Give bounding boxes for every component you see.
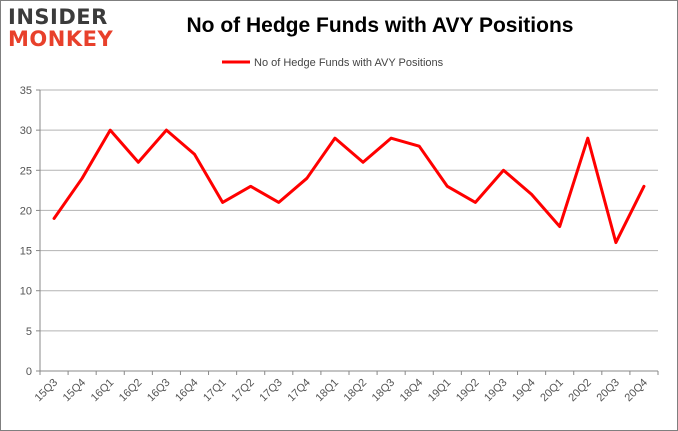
x-tick-label-20Q2: 20Q2	[566, 377, 594, 405]
data-point-16Q3	[165, 128, 168, 132]
y-tick-label-10: 10	[20, 286, 32, 298]
x-tick-label-20Q1: 20Q1	[538, 377, 566, 405]
legend-label: No of Hedge Funds with AVY Positions	[254, 57, 444, 69]
data-point-17Q4	[305, 177, 309, 180]
logo-line-1: INSIDER	[8, 5, 108, 29]
y-tick-label-20: 20	[20, 205, 32, 217]
data-point-18Q4	[418, 145, 421, 148]
data-point-20Q2	[586, 136, 589, 140]
data-point-17Q1	[221, 201, 224, 204]
x-tick-label-20Q3: 20Q3	[594, 377, 622, 405]
x-tick-label-20Q4: 20Q4	[623, 377, 651, 405]
series-line-0	[52, 128, 646, 245]
legend: No of Hedge Funds with AVY Positions	[222, 57, 444, 69]
data-point-19Q2	[474, 201, 477, 204]
grid-lines	[40, 89, 658, 332]
data-point-18Q3	[389, 136, 393, 140]
chart-title: No of Hedge Funds with AVY Positions	[186, 14, 574, 37]
x-tick-label-19Q1: 19Q1	[426, 377, 454, 405]
data-point-20Q3	[614, 241, 618, 244]
data-point-18Q1	[333, 136, 337, 140]
axes	[36, 89, 659, 375]
data-point-19Q1	[446, 185, 449, 188]
x-tick-label-16Q3: 16Q3	[145, 377, 173, 405]
x-tick-label-18Q4: 18Q4	[398, 377, 426, 405]
x-tick-label-19Q3: 19Q3	[482, 377, 510, 405]
x-tick-label-19Q4: 19Q4	[510, 377, 538, 405]
data-point-15Q4	[80, 177, 84, 180]
y-tick-label-5: 5	[26, 326, 32, 338]
data-point-15Q3	[52, 217, 56, 220]
data-point-16Q2	[137, 161, 140, 164]
data-point-16Q1	[109, 128, 112, 132]
x-tick-label-17Q3: 17Q3	[257, 377, 285, 405]
x-tick-label-18Q1: 18Q1	[314, 377, 342, 405]
x-tick-label-15Q3: 15Q3	[33, 377, 61, 405]
y-tick-label-15: 15	[20, 246, 32, 258]
y-tick-label-0: 0	[26, 366, 32, 378]
x-tick-label-17Q4: 17Q4	[285, 377, 313, 405]
data-point-17Q3	[277, 201, 280, 204]
data-point-16Q4	[193, 153, 196, 156]
series-layer	[52, 128, 646, 245]
y-tick-labels: 0 5 10 15 20 25 30 35	[20, 85, 32, 378]
insider-monkey-logo: INSIDER MONKEY	[8, 6, 128, 56]
x-tick-label-16Q1: 16Q1	[89, 377, 117, 405]
y-tick-label-25: 25	[20, 165, 32, 177]
x-tick-label-18Q2: 18Q2	[342, 377, 370, 405]
x-tick-label-19Q2: 19Q2	[454, 377, 482, 405]
y-tick-label-35: 35	[20, 85, 32, 97]
data-point-18Q2	[361, 161, 365, 164]
data-point-19Q4	[530, 193, 533, 196]
x-tick-label-17Q2: 17Q2	[229, 377, 257, 405]
x-tick-label-16Q2: 16Q2	[117, 377, 145, 405]
x-tick-label-17Q1: 17Q1	[201, 377, 229, 405]
data-point-20Q4	[642, 185, 646, 188]
x-tick-label-18Q3: 18Q3	[370, 377, 398, 405]
data-point-20Q1	[558, 225, 561, 228]
x-tick-label-16Q4: 16Q4	[173, 377, 201, 405]
data-point-17Q2	[249, 185, 252, 188]
logo-line-2: MONKEY	[8, 27, 114, 51]
y-tick-label-30: 30	[20, 125, 32, 137]
x-tick-labels: 15Q3 15Q4 16Q1 16Q2 16Q3 16Q4 17Q1 17Q2 17Q3 17Q4…	[33, 377, 650, 405]
x-tick-label-15Q4: 15Q4	[61, 377, 89, 405]
data-point-19Q3	[502, 169, 505, 172]
